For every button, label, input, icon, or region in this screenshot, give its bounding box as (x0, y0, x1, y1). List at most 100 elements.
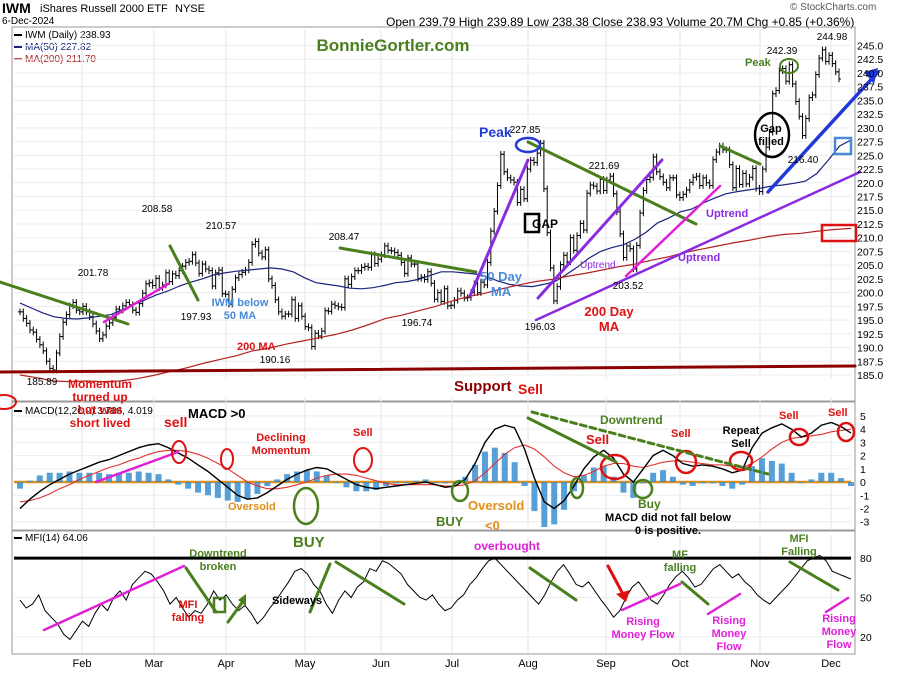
buy-circle-may (292, 486, 320, 526)
sell-circle-jun (353, 447, 373, 473)
marks-layer (14, 46, 854, 641)
price-y-tick-label: 225.0 (857, 150, 883, 162)
macd-histogram-bar (541, 482, 548, 527)
chart-date: 6-Dec-2024 (2, 16, 55, 27)
macd-histogram-bar (303, 470, 310, 483)
macd-histogram-bar (758, 458, 765, 483)
annotation-line: Money (822, 626, 858, 638)
annotation-macd-gt0: MACD >0 (188, 406, 245, 421)
annotation-buy2: BUY (436, 514, 464, 529)
macd-histogram-bar (392, 482, 399, 484)
price-y-tick-label: 195.0 (857, 315, 883, 327)
macd-histogram-bar (313, 471, 320, 483)
annotation-momentum: Momentum turned up but was short lived (68, 377, 132, 430)
annotation-line: Rising (712, 615, 746, 627)
watermark-text: BonnieGortler.com (316, 36, 469, 55)
annotation-line: MFI (179, 599, 198, 611)
annotation-line: MFI (790, 533, 809, 545)
annotation-peak1: Peak (479, 124, 512, 140)
price-value-label: 221.69 (589, 161, 620, 172)
price-value-label: 185.89 (27, 377, 58, 388)
mfi-up-arrowhead (238, 594, 246, 606)
price-y-tick-label: 245.0 (857, 40, 883, 52)
annotation-line: MA (491, 284, 512, 299)
downtrend-line-oct (718, 144, 762, 166)
annotation-line: falling (172, 612, 204, 624)
macd-histogram-bar (76, 472, 83, 483)
macd-y-tick-label: 0 (860, 477, 866, 489)
price-y-tick-label: 230.0 (857, 123, 883, 135)
macd-histogram-bar (828, 472, 835, 483)
annotation-line: Money (712, 628, 748, 640)
legend-ma50: MA(50) 227.82 (14, 42, 91, 53)
annotation-mfi-falling-nov: MFI Falling (781, 533, 816, 558)
x-tick-label: Oct (671, 658, 688, 670)
price-y-tick-label: 237.5 (857, 82, 883, 94)
macd-histogram-bar (155, 474, 162, 483)
annotation-sell-aug: Sell (518, 381, 543, 397)
macd-y-tick-label: 2 (860, 451, 866, 463)
annotation-oversold1: Oversold (228, 501, 276, 513)
price-value-label: 196.03 (525, 322, 556, 333)
annotation-sell2: Sell (586, 432, 609, 447)
price-y-tick-label: 232.5 (857, 109, 883, 121)
macd-histogram-bar (165, 479, 172, 483)
annotation-line: falling (664, 562, 696, 574)
annotation-line: turned up (72, 390, 127, 404)
price-value-label: 227.85 (510, 125, 541, 136)
mfi-up-arrow (226, 598, 246, 624)
price-y-tick-label: 205.0 (857, 260, 883, 272)
annotation-line: MACD did not fall below (605, 512, 731, 524)
macd-histogram-bar (145, 472, 152, 483)
macd-histogram-bar (402, 482, 409, 484)
macd-histogram-bar (699, 482, 706, 484)
annotation-ma200-small: 200 MA (237, 341, 276, 353)
macd-histogram-bar (749, 466, 756, 483)
annotation-peak2: Peak (745, 57, 772, 69)
annotation-downtrend: Downtrend (600, 413, 663, 427)
macd-dashed-downtrend (530, 410, 770, 476)
buy-circle-aug (569, 476, 585, 500)
mfi-falling-nov (788, 560, 840, 592)
annotation-line: Momentum (252, 445, 311, 457)
macd-histogram-bar (798, 482, 805, 484)
peak-circle-july (514, 136, 542, 154)
ma200-box (820, 223, 858, 243)
annotation-line: Declining (256, 432, 306, 444)
annotation-macd-note: MACD did not fall below 0 is positive. (605, 512, 731, 537)
downtrend-line-june (338, 246, 478, 274)
macd-histogram-bar (343, 482, 350, 488)
annotation-gap-filled: Gap filled (758, 123, 784, 148)
macd-histogram-bar (481, 451, 488, 483)
annotation-uptrend2: Uptrend (580, 260, 616, 271)
gap-filled-circle (753, 111, 791, 159)
ticker-symbol: IWM (2, 0, 31, 16)
price-value-label: 208.47 (329, 232, 360, 243)
macd-y-tick-label: 1 (860, 464, 866, 476)
legend-mfi-text: MFI(14) 64.06 (25, 533, 88, 544)
macd-histogram-bar (788, 472, 795, 483)
macd-histogram-bar (244, 482, 251, 500)
credit-label: © StockCharts.com (790, 2, 877, 13)
price-value-label: 197.93 (181, 312, 212, 323)
annotation-line: Downtrend (189, 548, 246, 560)
macd-histogram-bar (175, 482, 182, 485)
price-y-tick-label: 185.0 (857, 370, 883, 382)
downtrend-line-mar (168, 244, 200, 302)
sell-circle-mar (171, 440, 187, 464)
macd-histogram-bar (818, 472, 825, 483)
mfi-box (212, 596, 227, 614)
uptrend-line-nov (766, 70, 880, 194)
macd-histogram-bar (729, 482, 736, 489)
macd-y-tick-label: 4 (860, 424, 866, 436)
annotation-overlay (0, 58, 880, 632)
price-y-tick-label: 240.0 (857, 68, 883, 80)
legend-ma50-text: MA(50) 227.82 (25, 42, 92, 53)
mfi-red-arrowhead (616, 590, 630, 602)
mfi-rising-dec (824, 596, 850, 614)
gap-box (523, 212, 541, 234)
uptrend-line-long (534, 170, 862, 322)
ma50-box (833, 136, 853, 156)
price-value-label: 201.78 (78, 268, 109, 279)
macd-histogram-bar (333, 482, 340, 484)
